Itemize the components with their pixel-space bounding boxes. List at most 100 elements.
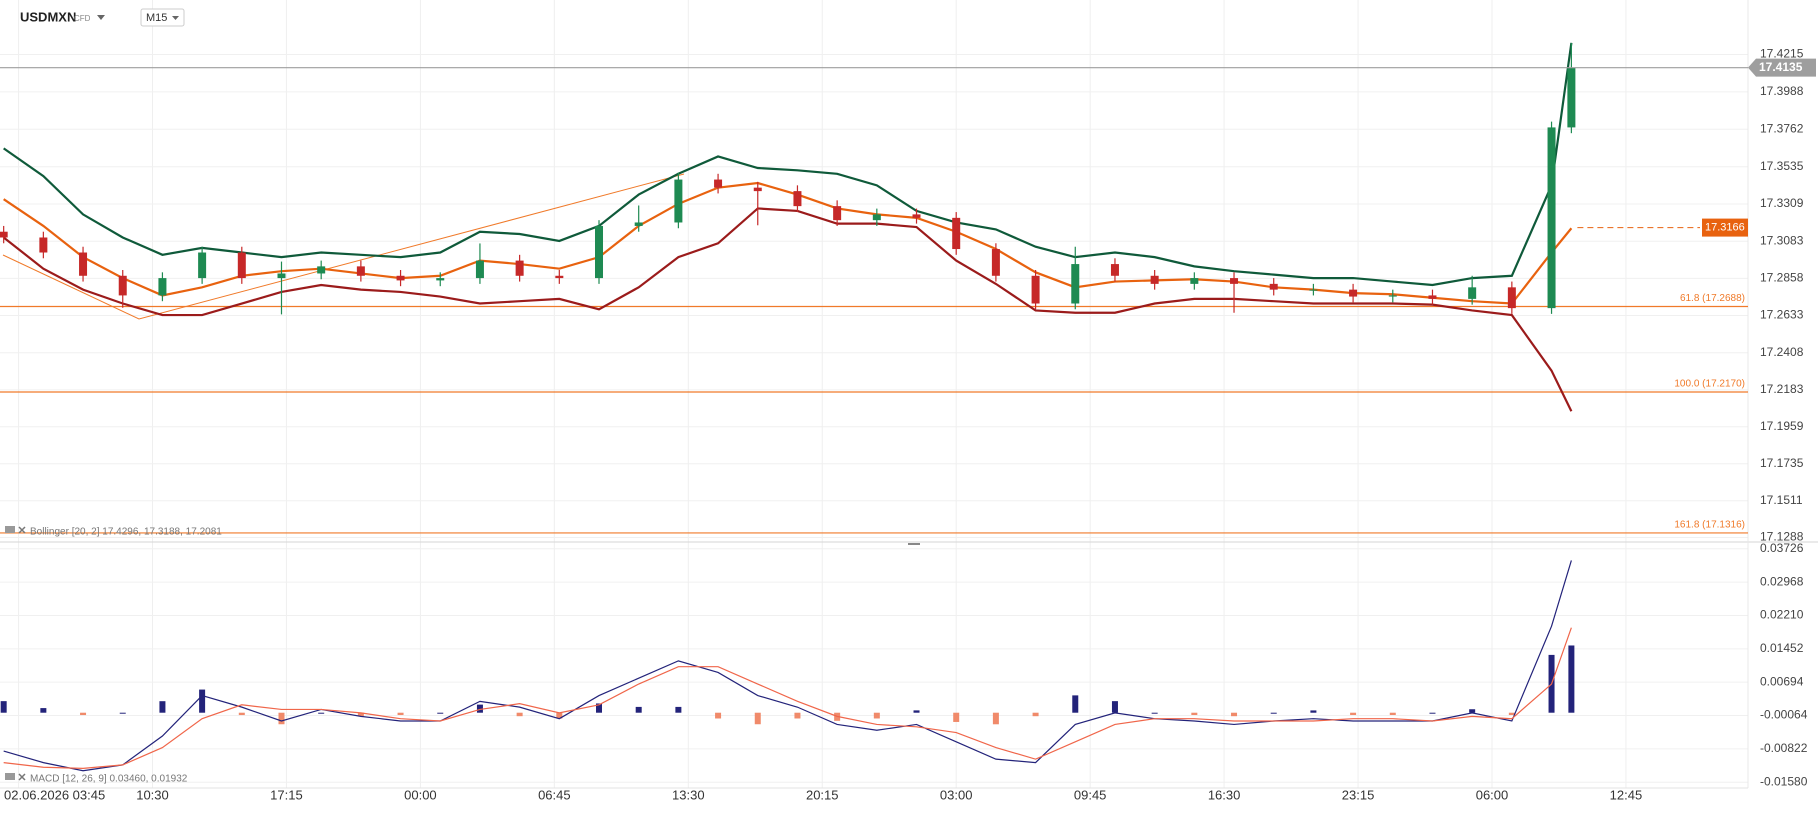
close-icon[interactable] [18, 526, 26, 534]
macd-histogram-bar [1270, 712, 1277, 714]
timeframe-box[interactable] [140, 8, 185, 27]
y-tick-label: 17.1735 [1760, 456, 1804, 470]
macd-histogram-bar [397, 712, 404, 716]
x-tick-label: 12:45 [1610, 787, 1643, 802]
y-tick-label: 17.2633 [1760, 308, 1804, 322]
x-tick-label: 23:15 [1342, 787, 1375, 802]
overlay-layer: 02.06.2026 03:45 10:30 17:15 00:00 06:45 13:3… [4, 47, 1816, 802]
market-type: CFD [74, 14, 91, 23]
macd-histogram-bar [635, 706, 642, 713]
macd-histogram-bar [1568, 645, 1575, 713]
macd-histogram-bar [1072, 695, 1079, 713]
y-tick-label: 0.01452 [1760, 641, 1804, 655]
candle-body [1547, 127, 1556, 309]
timeframe-selector[interactable]: M15 [140, 8, 185, 27]
y-tick-label: 17.3309 [1760, 196, 1804, 210]
candle-body [555, 275, 564, 279]
macd-histogram-bar [357, 712, 364, 717]
macd-histogram-bar [556, 712, 563, 719]
y-tick-label: 17.2183 [1760, 382, 1804, 396]
macd-line [3, 560, 1572, 772]
candle-body [753, 187, 762, 192]
macd-histogram-bar [913, 710, 920, 713]
macd-histogram-bar [1151, 712, 1158, 714]
candle-body [158, 278, 167, 296]
macd-histogram-bar [318, 712, 325, 714]
y-tick-label: 17.1959 [1760, 419, 1804, 433]
macd-histogram-bar [278, 712, 285, 725]
fibonacci-level-label: 61.8 (17.2688) [1680, 293, 1745, 304]
y-tick-label: -0.00822 [1760, 741, 1808, 755]
x-tick-label: 13:30 [672, 787, 705, 802]
y-tick-label: 0.00694 [1760, 674, 1804, 688]
y-tick-label: 17.3083 [1760, 233, 1804, 247]
y-tick-label: 17.1288 [1760, 530, 1804, 544]
y-tick-label: 0.03726 [1760, 541, 1804, 555]
candle-body [1567, 67, 1576, 128]
macd-histogram-bar [119, 712, 126, 714]
macd-line [3, 627, 1572, 769]
pane-resize-handle[interactable] [908, 543, 920, 545]
x-tick-label: 03:00 [940, 787, 973, 802]
candle-body [872, 214, 881, 221]
candle-body [317, 266, 326, 274]
macd-histogram-bar [40, 708, 47, 713]
macd-histogram-bar [1231, 712, 1238, 717]
close-icon[interactable] [18, 773, 26, 781]
symbol[interactable]: USDMXN [20, 9, 76, 24]
fibonacci-drawing[interactable] [2, 173, 685, 320]
candle-body [991, 249, 1000, 276]
y-tick-label: 17.4215 [1760, 47, 1804, 61]
symbol-header[interactable]: USDMXN CFD [20, 9, 105, 24]
macd-histogram-bar [1429, 712, 1436, 714]
candle-body [0, 231, 8, 238]
candle-body [356, 266, 365, 276]
settings-icon[interactable] [5, 526, 15, 533]
macd-histogram-bar [953, 712, 960, 722]
candle-body [237, 252, 246, 279]
candle-body [1110, 264, 1119, 276]
macd-histogram-bar [1310, 710, 1317, 713]
symbol-dropdown-caret[interactable] [97, 15, 105, 20]
timeframe-caret[interactable] [172, 16, 179, 20]
bollinger-band [3, 42, 1573, 287]
macd-histogram-bar [1032, 712, 1039, 717]
candle-body [39, 237, 48, 253]
y-tick-label: 17.3988 [1760, 84, 1804, 98]
indicator-legend: Bollinger [20, 2] 17.4296, 17.3188, 17.2… [30, 527, 222, 538]
candle-body [118, 275, 127, 296]
candle-body [634, 222, 643, 226]
candle-body [1031, 275, 1040, 304]
candle-body [1428, 295, 1437, 299]
band-price-tag-label: 17.3166 [1705, 221, 1745, 233]
price-tag [1748, 58, 1816, 77]
candle-body [1468, 287, 1477, 299]
macd-histogram-bar [1469, 709, 1476, 713]
timeframe[interactable]: M15 [146, 12, 167, 24]
x-tick-label: 00:00 [404, 787, 437, 802]
candle-body [1507, 287, 1516, 309]
macd-histogram-bar [596, 703, 603, 713]
x-tick-label: 06:00 [1476, 787, 1509, 802]
candle-body [198, 252, 207, 279]
macd-histogram-bar [0, 701, 7, 713]
candle-body [1190, 278, 1199, 284]
price-tag-label: 17.4135 [1759, 60, 1803, 74]
candle-body [1309, 289, 1318, 291]
grid-layer [0, 0, 1748, 788]
candle-body [79, 252, 88, 276]
y-tick-label: 0.02210 [1760, 608, 1804, 622]
candle-body [475, 260, 484, 279]
macd-histogram-bar [715, 712, 722, 719]
candle-body [793, 191, 802, 207]
band-price-tag [1702, 218, 1748, 237]
macd-histogram-bar [476, 704, 483, 713]
macd-histogram-bar [873, 712, 880, 719]
y-tick-label: -0.00064 [1760, 708, 1808, 722]
candle-body [674, 179, 683, 223]
candle-body [1388, 295, 1397, 297]
settings-icon[interactable] [5, 773, 15, 780]
macd-histogram-bar [992, 712, 999, 725]
candle-body [1230, 278, 1239, 284]
